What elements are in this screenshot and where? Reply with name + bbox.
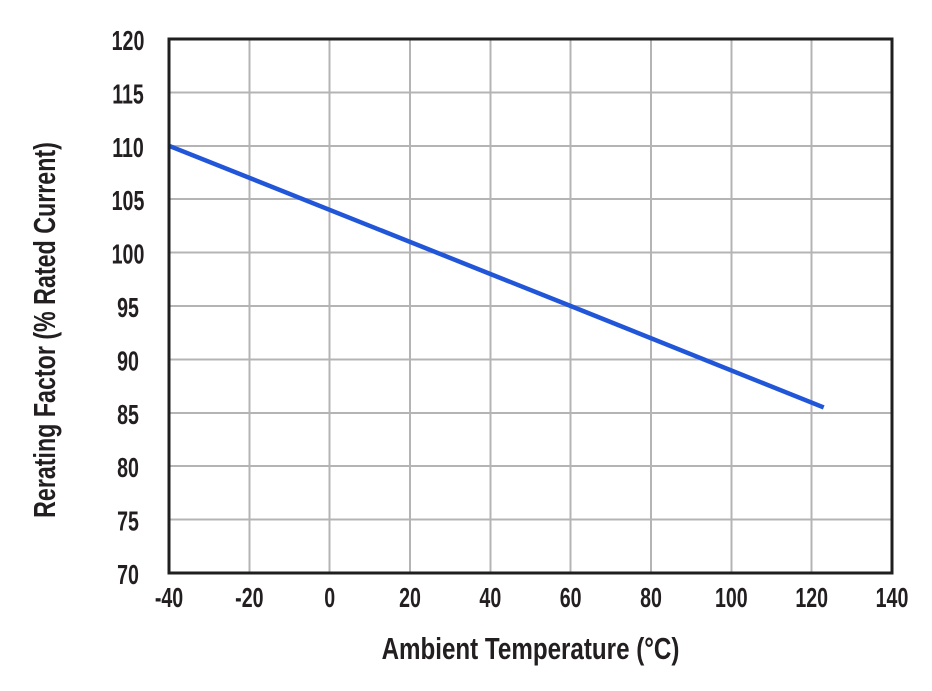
plot-frame <box>167 37 894 575</box>
x-tick-label--40: -40 <box>155 583 183 614</box>
y-tick-label-105: 105 <box>112 186 145 217</box>
x-tick-0: 0 <box>324 583 335 614</box>
y-tick-70: 70 <box>117 560 139 591</box>
x-axis-tick-labels: -40 -20 0 20 40 60 80 100 120 140 <box>155 583 909 614</box>
y-tick-label-75: 75 <box>117 506 139 537</box>
x-tick-label--20: -20 <box>235 583 263 614</box>
x-tick-120: 120 <box>795 583 828 614</box>
y-tick-75: 75 <box>117 506 139 537</box>
y-tick-label-85: 85 <box>117 399 139 430</box>
y-tick-label-100: 100 <box>112 239 145 270</box>
y-tick-label-120: 120 <box>112 26 145 57</box>
x-tick-label-100: 100 <box>715 583 748 614</box>
y-tick-95: 95 <box>117 293 139 324</box>
x-tick-label-60: 60 <box>560 583 582 614</box>
y-tick-label-115: 115 <box>112 79 144 110</box>
y-tick-115: 115 <box>112 79 144 110</box>
series-layer <box>168 143 825 410</box>
y-tick-90: 90 <box>117 346 139 377</box>
y-axis-tick-labels: 70 75 80 85 90 95 100 105 110 115 120 <box>112 26 145 591</box>
x-tick-140: 140 <box>876 583 909 614</box>
y-tick-85: 85 <box>117 399 139 430</box>
x-tick-label-80: 80 <box>640 583 662 614</box>
x-tick-label-40: 40 <box>479 583 501 614</box>
x-tick-label-0: 0 <box>324 583 335 614</box>
x-tick-label-140: 140 <box>876 583 909 614</box>
x-tick--20: -20 <box>235 583 263 614</box>
y-tick-label-95: 95 <box>117 293 139 324</box>
x-axis-title: Ambient Temperature (°C) <box>382 631 680 666</box>
x-axis-title-group: Ambient Temperature (°C) <box>382 631 680 666</box>
grid-layer <box>169 39 892 573</box>
y-tick-label-70: 70 <box>117 560 139 591</box>
y-tick-120: 120 <box>112 26 145 57</box>
y-tick-label-110: 110 <box>112 132 144 163</box>
x-tick--40: -40 <box>155 583 183 614</box>
x-tick-60: 60 <box>560 583 582 614</box>
series-line-rerating-factor <box>168 143 825 410</box>
y-tick-label-80: 80 <box>117 453 139 484</box>
y-tick-label-90: 90 <box>117 346 139 377</box>
y-tick-105: 105 <box>112 186 145 217</box>
y-tick-110: 110 <box>112 132 144 163</box>
y-axis-title: Rerating Factor (% Rated Current) <box>27 142 62 518</box>
y-tick-80: 80 <box>117 453 139 484</box>
x-tick-label-20: 20 <box>399 583 421 614</box>
y-tick-100: 100 <box>112 239 145 270</box>
y-axis-title-group: Rerating Factor (% Rated Current) <box>27 142 62 518</box>
x-tick-40: 40 <box>479 583 501 614</box>
x-tick-label-120: 120 <box>795 583 828 614</box>
x-tick-20: 20 <box>399 583 421 614</box>
x-tick-100: 100 <box>715 583 748 614</box>
x-tick-80: 80 <box>640 583 662 614</box>
